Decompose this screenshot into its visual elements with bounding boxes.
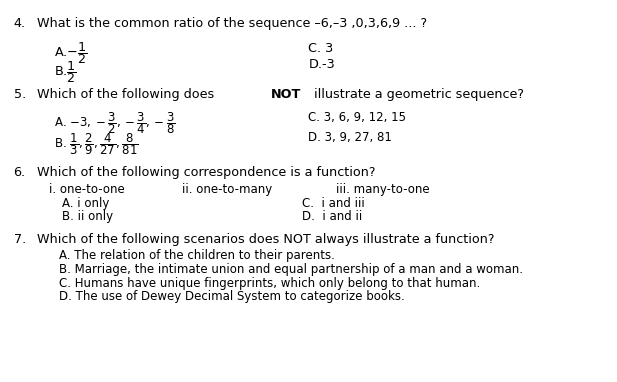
Text: B. $\dfrac{1}{3},\dfrac{2}{9},\dfrac{4}{27},\dfrac{8}{81}$: B. $\dfrac{1}{3},\dfrac{2}{9},\dfrac{4}{… (54, 132, 139, 157)
Text: C.  i and iii: C. i and iii (302, 197, 365, 210)
Text: A. i only: A. i only (62, 197, 109, 210)
Text: C. 3: C. 3 (308, 42, 334, 55)
Text: Which of the following scenarios does NOT always illustrate a function?: Which of the following scenarios does NO… (37, 233, 494, 246)
Text: D.  i and ii: D. i and ii (302, 210, 363, 223)
Text: Which of the following correspondence is a function?: Which of the following correspondence is… (37, 166, 376, 179)
Text: D.-3: D.-3 (308, 58, 335, 71)
Text: 6.: 6. (14, 166, 26, 179)
Text: A. $-3,-\dfrac{3}{2},-\dfrac{3}{4},-\dfrac{3}{8}$: A. $-3,-\dfrac{3}{2},-\dfrac{3}{4},-\dfr… (54, 111, 176, 136)
Text: 7.: 7. (14, 233, 26, 246)
Text: C. 3, 6, 9, 12, 15: C. 3, 6, 9, 12, 15 (308, 111, 407, 124)
Text: B. ii only: B. ii only (62, 210, 113, 223)
Text: NOT: NOT (271, 88, 301, 101)
Text: ii. one-to-many: ii. one-to-many (182, 183, 272, 196)
Text: A.$-\dfrac{1}{2}$: A.$-\dfrac{1}{2}$ (54, 40, 88, 66)
Text: B. Marriage, the intimate union and equal partnership of a man and a woman.: B. Marriage, the intimate union and equa… (59, 263, 523, 276)
Text: D. 3, 9, 27, 81: D. 3, 9, 27, 81 (308, 131, 392, 144)
Text: B.$\dfrac{1}{2}$: B.$\dfrac{1}{2}$ (54, 59, 77, 85)
Text: 5.: 5. (14, 88, 26, 101)
Text: What is the common ratio of the sequence –6,–3 ,0,3,6,9 ... ?: What is the common ratio of the sequence… (37, 17, 427, 30)
Text: 4.: 4. (14, 17, 26, 30)
Text: Which of the following does: Which of the following does (37, 88, 218, 101)
Text: i. one-to-one: i. one-to-one (49, 183, 125, 196)
Text: iii. many-to-one: iii. many-to-one (336, 183, 430, 196)
Text: A. The relation of the children to their parents.: A. The relation of the children to their… (59, 249, 334, 262)
Text: D. The use of Dewey Decimal System to categorize books.: D. The use of Dewey Decimal System to ca… (59, 290, 404, 303)
Text: C. Humans have unique fingerprints, which only belong to that human.: C. Humans have unique fingerprints, whic… (59, 277, 480, 290)
Text: illustrate a geometric sequence?: illustrate a geometric sequence? (310, 88, 524, 101)
